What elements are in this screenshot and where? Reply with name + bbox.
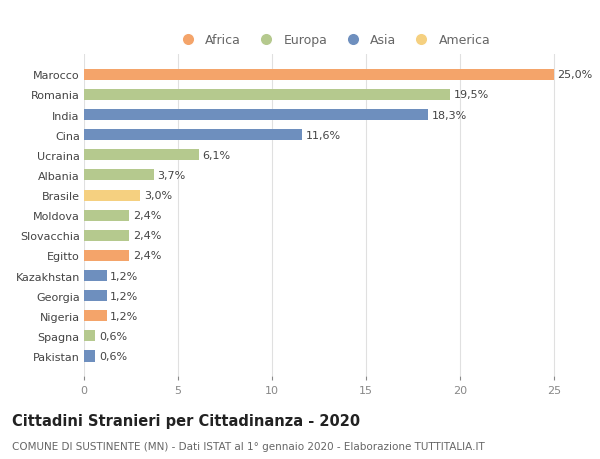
Text: 6,1%: 6,1% [202, 151, 230, 161]
Text: 18,3%: 18,3% [431, 110, 467, 120]
Bar [84, 210, 129, 221]
Text: COMUNE DI SUSTINENTE (MN) - Dati ISTAT al 1° gennaio 2020 - Elaborazione TUTTITA: COMUNE DI SUSTINENTE (MN) - Dati ISTAT a… [12, 441, 485, 451]
Bar [84, 270, 107, 281]
Text: 11,6%: 11,6% [306, 130, 341, 140]
Text: 2,4%: 2,4% [133, 211, 161, 221]
Text: 1,2%: 1,2% [110, 291, 139, 301]
Text: Cittadini Stranieri per Cittadinanza - 2020: Cittadini Stranieri per Cittadinanza - 2… [12, 413, 360, 428]
Text: 2,4%: 2,4% [133, 231, 161, 241]
Bar [84, 130, 302, 141]
Text: 0,6%: 0,6% [99, 331, 127, 341]
Bar [84, 351, 95, 362]
Text: 1,2%: 1,2% [110, 311, 139, 321]
Text: 2,4%: 2,4% [133, 251, 161, 261]
Bar [84, 250, 129, 262]
Bar [84, 311, 107, 322]
Legend: Africa, Europa, Asia, America: Africa, Europa, Asia, America [170, 29, 496, 52]
Bar [84, 230, 129, 241]
Bar [84, 190, 140, 201]
Text: 3,7%: 3,7% [157, 171, 185, 180]
Text: 25,0%: 25,0% [557, 70, 593, 80]
Text: 0,6%: 0,6% [99, 351, 127, 361]
Bar [84, 110, 428, 121]
Text: 19,5%: 19,5% [454, 90, 490, 100]
Bar [84, 70, 554, 81]
Text: 1,2%: 1,2% [110, 271, 139, 281]
Bar [84, 330, 95, 341]
Text: 3,0%: 3,0% [144, 190, 172, 201]
Bar [84, 90, 451, 101]
Bar [84, 150, 199, 161]
Bar [84, 291, 107, 302]
Bar [84, 170, 154, 181]
